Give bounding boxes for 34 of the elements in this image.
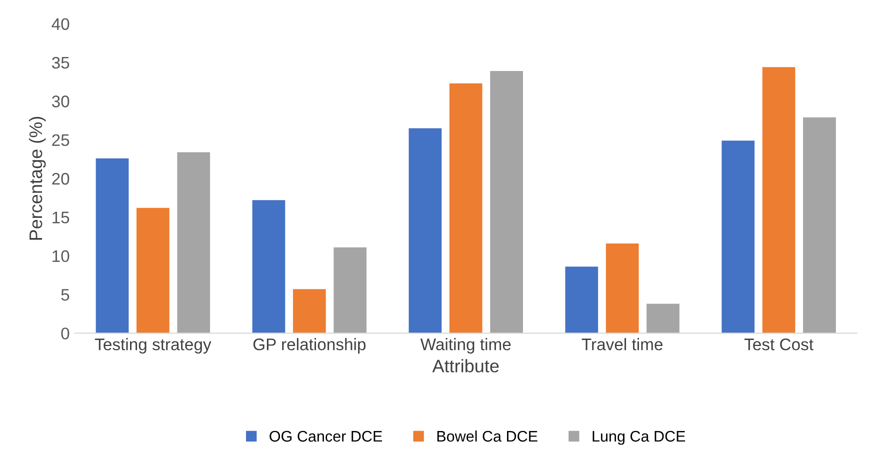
- bar: [292, 289, 326, 334]
- bar: [722, 140, 755, 334]
- y-tick-label: 0: [61, 328, 70, 340]
- bar: [252, 200, 286, 334]
- legend-label: OG Cancer DCE: [270, 430, 382, 442]
- bar: [334, 247, 367, 334]
- y-tick-label: 20: [52, 172, 70, 185]
- bar: [606, 243, 639, 334]
- y-tick-label: 40: [52, 18, 70, 30]
- bar: [646, 304, 680, 334]
- bar: [565, 266, 598, 334]
- bar: [803, 117, 836, 334]
- x-axis-title: Attribute: [432, 359, 499, 372]
- bar: [177, 152, 210, 334]
- bar: [762, 67, 796, 334]
- bar: [96, 158, 129, 334]
- bar: [449, 83, 482, 334]
- x-tick-label: Waiting time: [420, 338, 511, 354]
- y-tick-label: 5: [61, 289, 70, 301]
- x-tick-label: GP relationship: [253, 338, 366, 354]
- bar: [408, 128, 442, 334]
- y-tick-label: 15: [52, 212, 70, 224]
- y-tick-label: 35: [52, 56, 70, 69]
- bar: [136, 208, 170, 334]
- y-tick-label: 30: [52, 96, 70, 108]
- y-axis-title: Percentage (%): [28, 116, 46, 240]
- legend-label: Lung Ca DCE: [592, 430, 686, 445]
- y-tick-label: 10: [52, 250, 70, 262]
- x-tick-label: Travel time: [582, 338, 662, 350]
- legend-label: Bowel Ca DCE: [437, 430, 538, 442]
- x-tick-label: Test Cost: [744, 338, 814, 350]
- y-tick-label: 25: [52, 134, 70, 146]
- x-tick-label: Testing strategy: [94, 338, 212, 354]
- bar: [490, 70, 523, 334]
